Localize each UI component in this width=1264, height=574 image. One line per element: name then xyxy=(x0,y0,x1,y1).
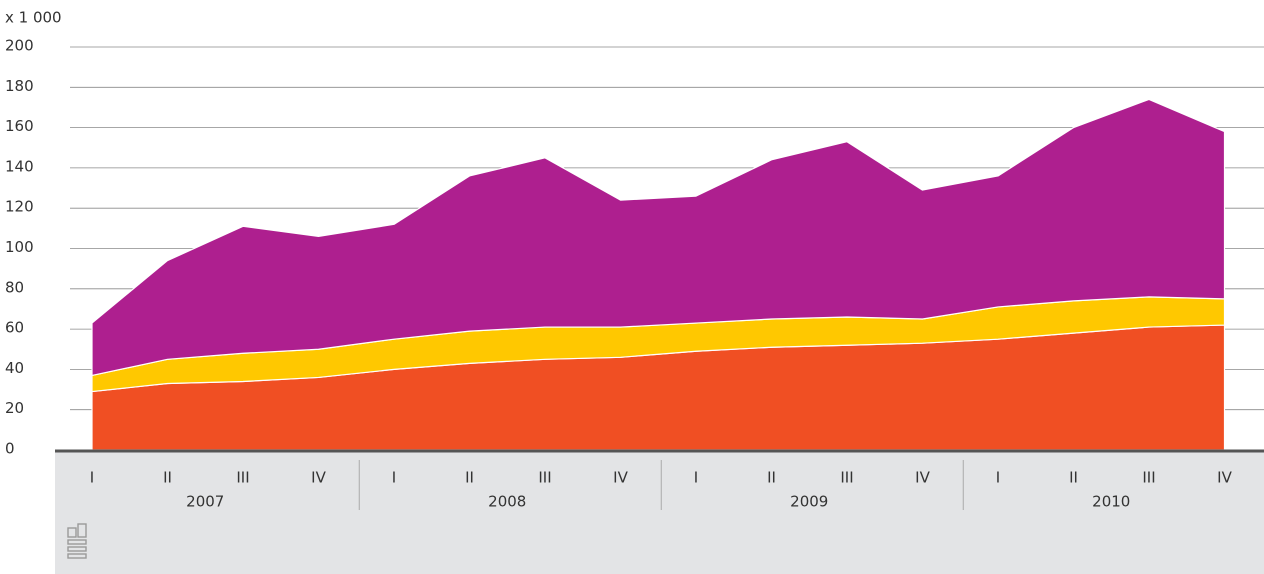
x-tick-label: II xyxy=(767,469,776,487)
x-tick-label: I xyxy=(90,469,94,487)
y-axis-label: x 1 000 xyxy=(5,9,62,27)
area xyxy=(91,98,1226,377)
y-tick-label: 80 xyxy=(5,278,24,296)
x-tick-label: IV xyxy=(915,469,930,487)
y-tick-label: 160 xyxy=(5,117,34,135)
x-tick-label: II xyxy=(163,469,172,487)
y-tick-label: 40 xyxy=(5,359,24,377)
y-tick-label: 180 xyxy=(5,77,34,95)
y-tick-label: 0 xyxy=(5,440,15,458)
year-label: 2009 xyxy=(790,493,828,511)
x-tick-label: III xyxy=(840,469,853,487)
y-tick-label: 100 xyxy=(5,238,34,256)
x-tick-label: IV xyxy=(1217,469,1232,487)
x-tick-label: I xyxy=(392,469,396,487)
x-tick-label: IV xyxy=(311,469,326,487)
year-label: 2010 xyxy=(1092,493,1130,511)
x-tick-label: II xyxy=(465,469,474,487)
y-tick-label: 20 xyxy=(5,399,24,417)
x-tick-label: III xyxy=(236,469,249,487)
x-tick-label: IV xyxy=(613,469,628,487)
x-tick-label: I xyxy=(694,469,698,487)
year-label: 2008 xyxy=(488,493,526,511)
y-tick-label: 120 xyxy=(5,198,34,216)
y-tick-label: 60 xyxy=(5,319,24,337)
x-tick-label: I xyxy=(996,469,1000,487)
y-tick-label: 140 xyxy=(5,157,34,175)
logo xyxy=(67,523,87,559)
y-tick-label: 200 xyxy=(5,37,34,55)
year-label: 2007 xyxy=(186,493,224,511)
x-tick-label: III xyxy=(538,469,551,487)
axis-band xyxy=(55,450,1264,574)
x-tick-label: II xyxy=(1069,469,1078,487)
x-tick-label: III xyxy=(1142,469,1155,487)
